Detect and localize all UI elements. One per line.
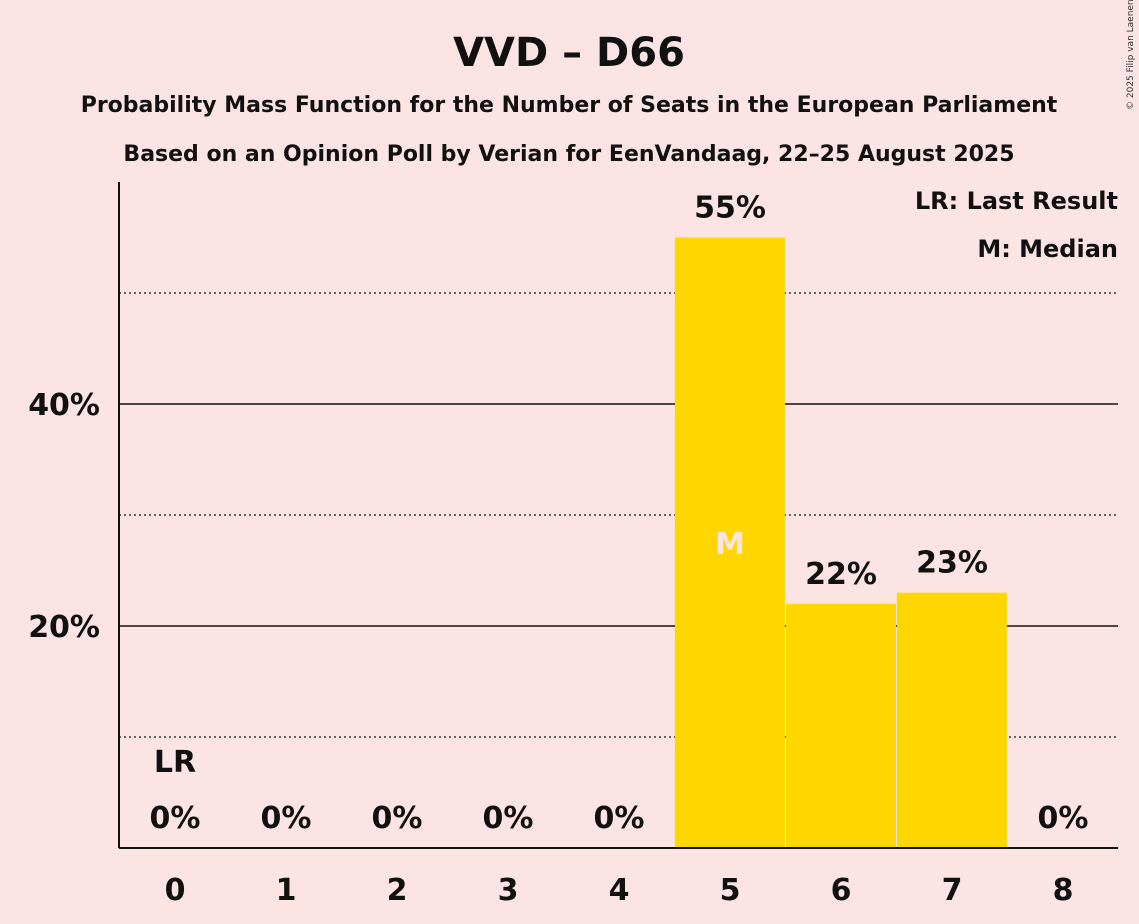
copyright-notice: © 2025 Filip van Laenen	[1126, 0, 1136, 110]
bar-labels: 0% LR 0% 0% 0% 0% 55% M 22% 23% 0%	[150, 191, 1089, 837]
y-tick-labels: 20% 40%	[28, 388, 100, 645]
bar-value-label: 55%	[694, 191, 766, 226]
chart-subtitle-2: Based on an Opinion Poll by Verian for E…	[123, 142, 1014, 167]
bar-value-label: 0%	[1038, 801, 1089, 836]
bar-value-label: 0%	[150, 801, 201, 836]
y-tick-label: 40%	[28, 388, 100, 423]
x-tick-label: 0	[165, 873, 186, 908]
bar-value-label: 0%	[483, 801, 534, 836]
bar-value-label: 0%	[261, 801, 312, 836]
x-tick-label: 2	[387, 873, 408, 908]
bar-value-label: 0%	[594, 801, 645, 836]
median-marker: M	[715, 527, 745, 562]
x-tick-labels: 0 1 2 3 4 5 6 7 8	[165, 873, 1074, 908]
last-result-marker: LR	[154, 745, 196, 780]
x-tick-label: 1	[276, 873, 297, 908]
y-tick-label: 20%	[28, 610, 100, 645]
legend-last-result: LR: Last Result	[915, 187, 1118, 215]
x-tick-label: 7	[942, 873, 963, 908]
chart-subtitle-1: Probability Mass Function for the Number…	[81, 93, 1058, 118]
bar-value-label: 22%	[805, 557, 877, 592]
x-tick-label: 4	[609, 873, 630, 908]
bars	[675, 237, 1007, 848]
bar-7	[897, 592, 1007, 848]
legend-median: M: Median	[977, 235, 1118, 263]
x-tick-label: 3	[498, 873, 519, 908]
x-tick-label: 6	[831, 873, 852, 908]
bar-value-label: 0%	[372, 801, 423, 836]
bar-value-label: 23%	[916, 546, 988, 581]
x-tick-label: 5	[720, 873, 741, 908]
bar-6	[786, 603, 896, 848]
x-tick-label: 8	[1053, 873, 1074, 908]
chart-title: VVD – D66	[453, 30, 685, 76]
bar-5	[675, 237, 785, 848]
